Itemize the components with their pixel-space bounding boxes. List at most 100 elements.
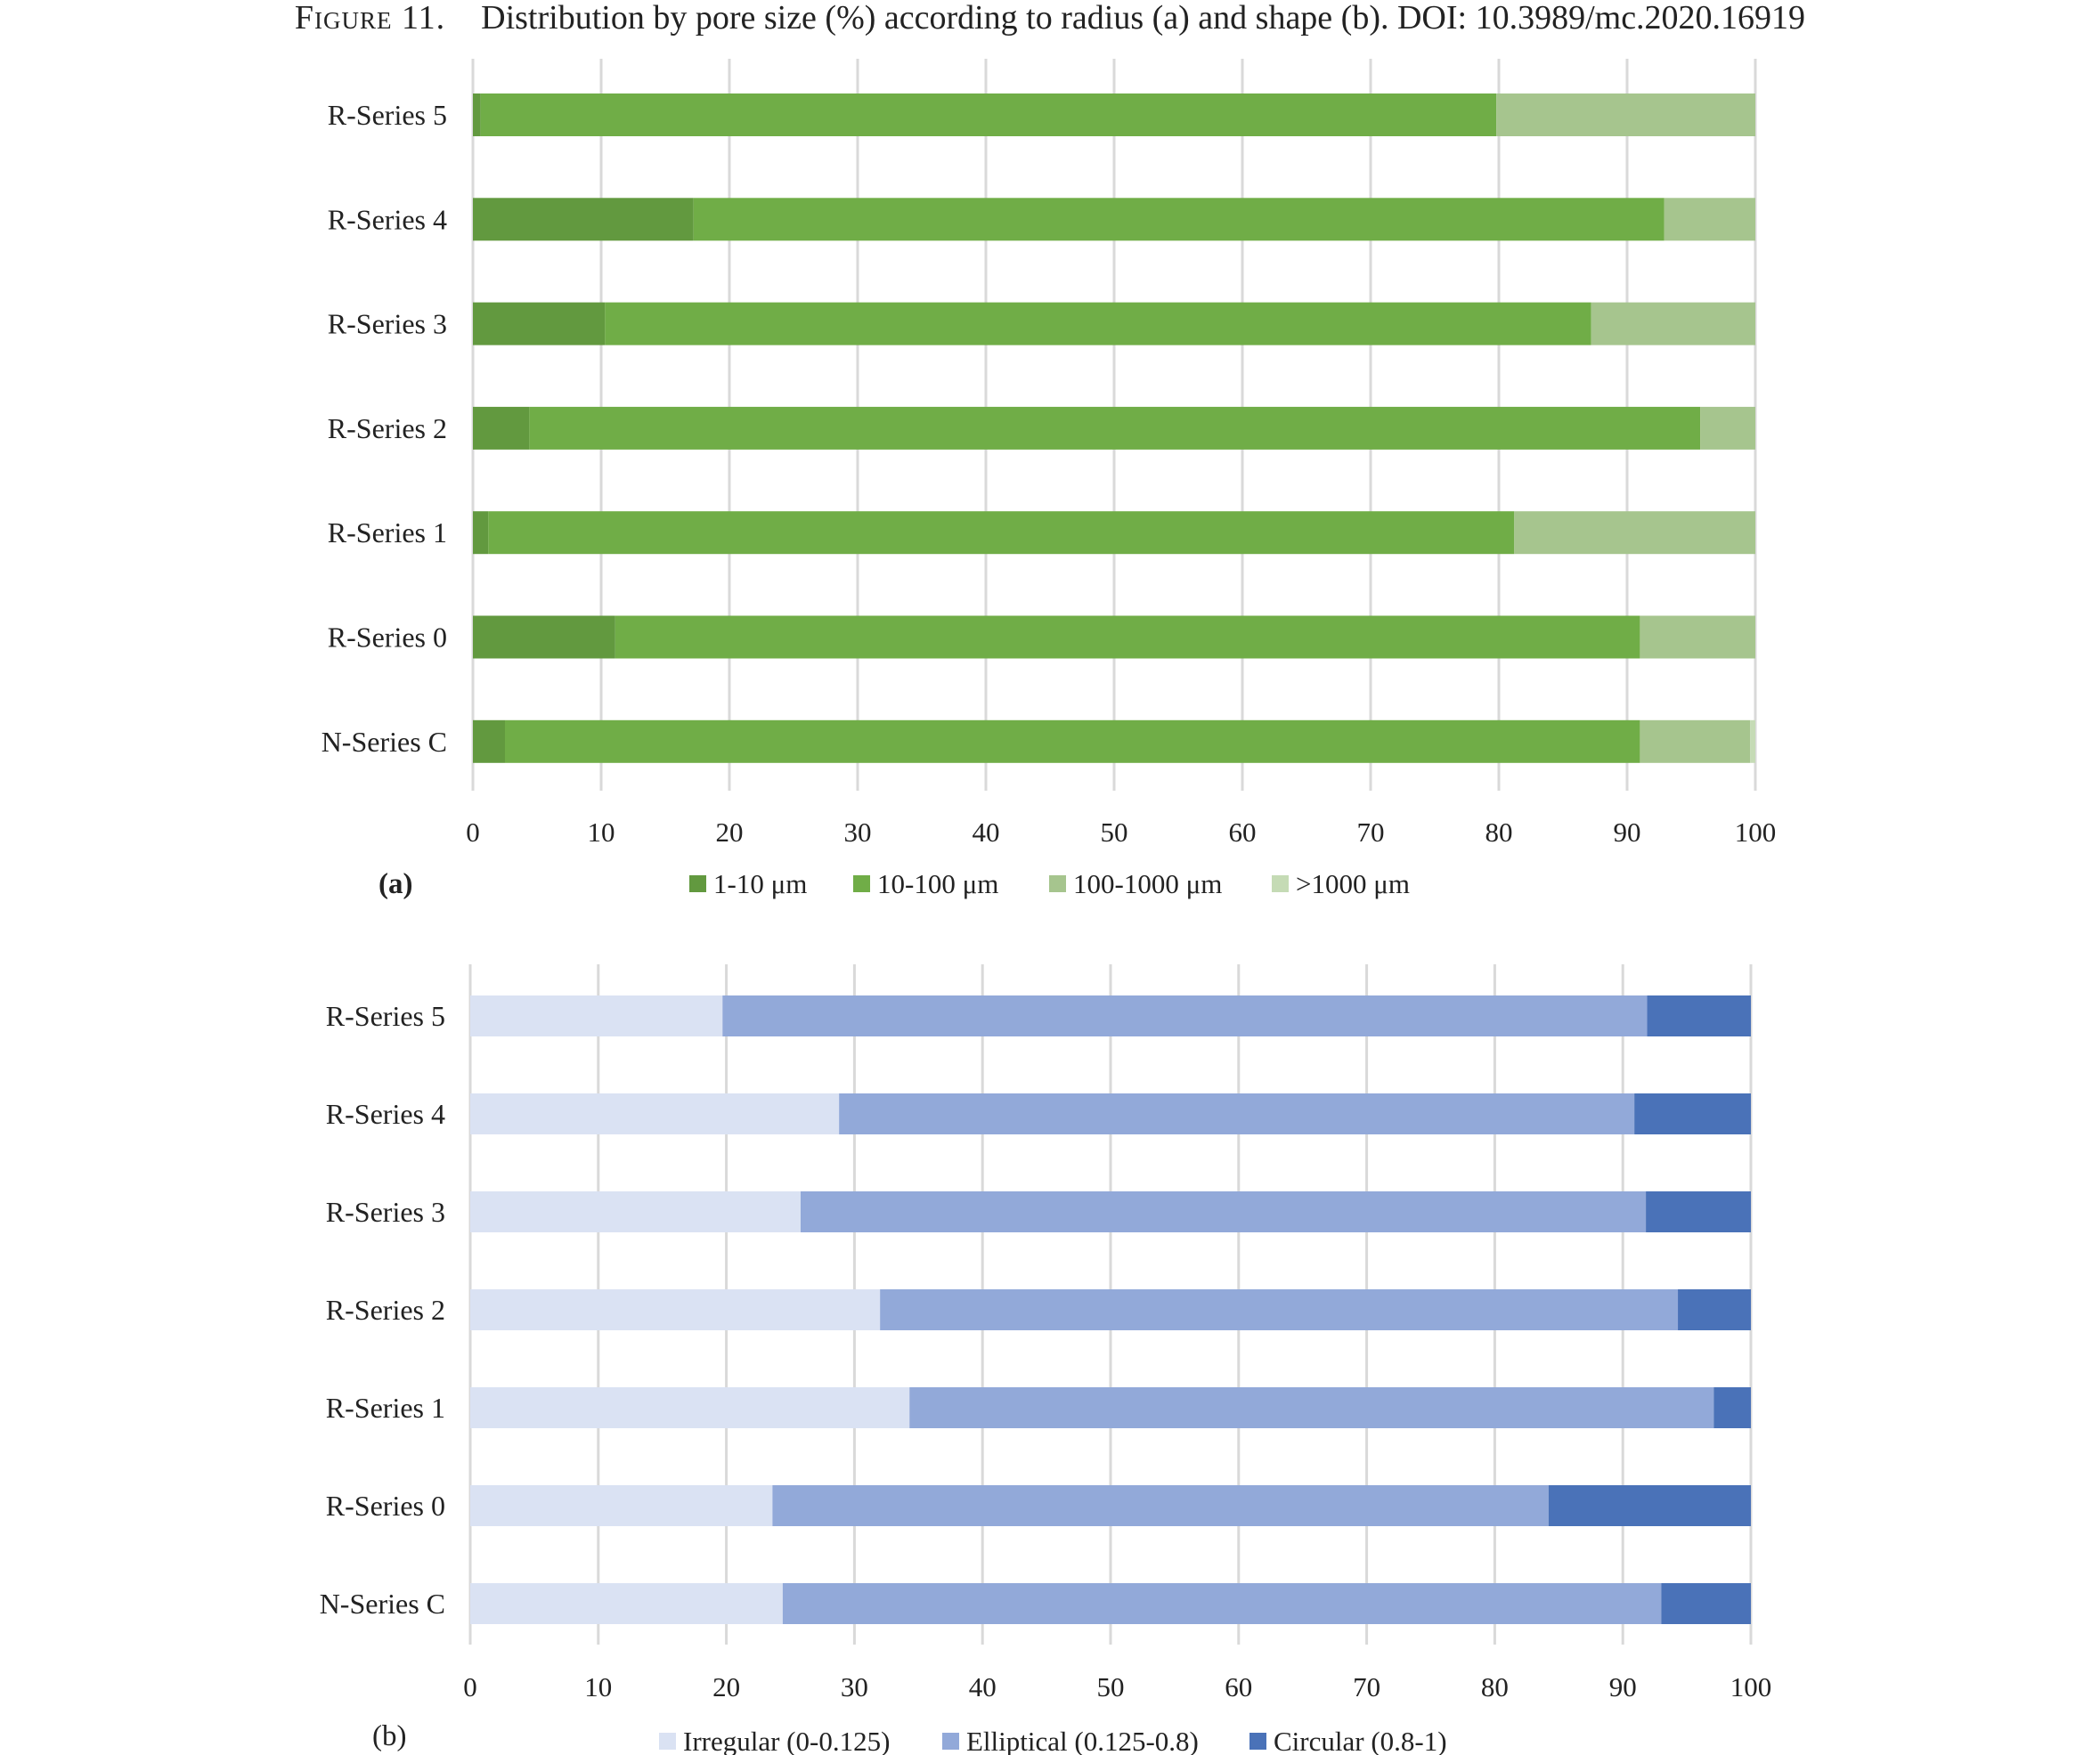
- x-tick-label: 0: [463, 1671, 477, 1702]
- bar-segment-circular-0-8-1: [1647, 995, 1751, 1036]
- bar-segment-circular-0-8-1: [1661, 1583, 1751, 1624]
- legend-item-1-10-m: 1-10 μm: [689, 868, 807, 899]
- bar-segment-1000-m: [1750, 719, 1755, 763]
- legend-label: 10-100 μm: [877, 868, 998, 899]
- bar-segment-100-1000-m: [1496, 93, 1755, 136]
- legend-label: Irregular (0-0.125): [683, 1726, 890, 1755]
- bar-row-r-series-0: [473, 615, 1755, 659]
- panel-label: (a): [378, 868, 412, 900]
- bar-segment-100-1000-m: [1640, 719, 1751, 763]
- category-label: R-Series 0: [328, 622, 447, 654]
- bar-segment-irregular-0-0-125: [470, 995, 723, 1036]
- category-label: R-Series 5: [328, 99, 447, 131]
- bar-segment-100-1000-m: [1700, 406, 1755, 450]
- legend-swatch: [1049, 875, 1066, 892]
- figure-caption-text: Distribution by pore size (%) according …: [481, 0, 1806, 37]
- legend-item-irregular-0-0-125: Irregular (0-0.125): [659, 1726, 890, 1755]
- bar-segment-1-10-m: [473, 198, 694, 241]
- bar-row-r-series-4: [473, 198, 1755, 241]
- category-label: R-Series 2: [328, 412, 447, 444]
- legend-label: Circular (0.8-1): [1274, 1726, 1447, 1755]
- bar-segment-elliptical-0-125-0-8: [909, 1387, 1714, 1428]
- legend-item-elliptical-0-125-0-8: Elliptical (0.125-0.8): [942, 1726, 1199, 1755]
- category-label: R-Series 4: [328, 203, 447, 235]
- x-tick-label: 40: [969, 1671, 997, 1702]
- bar-segment-irregular-0-0-125: [470, 1387, 910, 1428]
- bar-segment-elliptical-0-125-0-8: [839, 1093, 1635, 1134]
- bar-segment-10-100-m: [693, 198, 1665, 241]
- legend-swatch: [1249, 1733, 1266, 1750]
- x-tick-label: 100: [1735, 817, 1777, 848]
- figure-number: Figure 11.: [294, 0, 446, 37]
- bar-segment-10-100-m: [480, 93, 1497, 136]
- legend-item-10-100-m: 10-100 μm: [853, 868, 998, 899]
- bar-row-r-series-5: [470, 995, 1751, 1036]
- legend-item-circular-0-8-1: Circular (0.8-1): [1249, 1726, 1447, 1755]
- category-label: R-Series 0: [326, 1490, 445, 1522]
- legend-swatch: [1272, 875, 1289, 892]
- category-label: R-Series 3: [326, 1196, 445, 1228]
- bar-segment-irregular-0-0-125: [470, 1093, 840, 1134]
- x-tick-label: 20: [712, 1671, 740, 1702]
- bar-segment-10-100-m: [488, 511, 1515, 555]
- legend-label: 1-10 μm: [713, 868, 807, 899]
- bar-row-r-series-3: [470, 1191, 1751, 1232]
- legend-swatch: [853, 875, 870, 892]
- bar-segment-1-10-m: [473, 93, 481, 136]
- bar-segment-elliptical-0-125-0-8: [772, 1485, 1549, 1526]
- bar-segment-100-1000-m: [1664, 198, 1755, 241]
- x-tick-label: 60: [1229, 817, 1257, 848]
- category-label: R-Series 1: [326, 1392, 445, 1424]
- bar-segment-circular-0-8-1: [1646, 1191, 1751, 1232]
- bar-row-r-series-2: [473, 406, 1755, 450]
- bar-segment-100-1000-m: [1514, 511, 1755, 555]
- category-label: R-Series 4: [326, 1098, 445, 1130]
- bar-segment-100-1000-m: [1640, 615, 1755, 659]
- figure-caption: Figure 11. Distribution by pore size (%) …: [0, 0, 2100, 36]
- legend: Irregular (0-0.125) Elliptical (0.125-0.8…: [659, 1726, 1447, 1755]
- bar-segment-10-100-m: [615, 615, 1640, 659]
- bar-segment-circular-0-8-1: [1634, 1093, 1751, 1134]
- bar-segment-irregular-0-0-125: [470, 1289, 881, 1330]
- bar-segment-elliptical-0-125-0-8: [782, 1583, 1662, 1624]
- bar-segment-1-10-m: [473, 302, 606, 345]
- legend-swatch: [689, 875, 706, 892]
- bar-row-n-series-c: [470, 1583, 1751, 1624]
- x-tick-label: 30: [841, 1671, 868, 1702]
- x-tick-label: 50: [1097, 1671, 1125, 1702]
- category-label: R-Series 5: [326, 1000, 445, 1032]
- bar-segment-circular-0-8-1: [1713, 1387, 1751, 1428]
- x-tick-label: 10: [584, 1671, 612, 1702]
- bar-segment-circular-0-8-1: [1548, 1485, 1751, 1526]
- legend-label: >1000 μm: [1296, 868, 1410, 899]
- bar-segment-1-10-m: [473, 719, 505, 763]
- legend-swatch: [942, 1733, 959, 1750]
- category-label: R-Series 2: [326, 1294, 445, 1326]
- category-label: R-Series 1: [328, 516, 447, 548]
- panel-a: R-Series 5 R-Series 4 R-Series 3 R-Series 2…: [322, 59, 1777, 900]
- bar-row-r-series-1: [470, 1387, 1751, 1428]
- bar-segment-elliptical-0-125-0-8: [801, 1191, 1647, 1232]
- bar-segment-1-10-m: [473, 615, 615, 659]
- bar-row-r-series-4: [470, 1093, 1751, 1134]
- x-tick-label: 30: [844, 817, 872, 848]
- x-tick-label: 40: [973, 817, 1000, 848]
- x-tick-label: 90: [1609, 1671, 1637, 1702]
- panel-b: R-Series 5 R-Series 4 R-Series 3 R-Series 2…: [320, 964, 1771, 1755]
- category-label: R-Series 3: [328, 308, 447, 340]
- bar-row-r-series-2: [470, 1289, 1751, 1330]
- bar-segment-10-100-m: [505, 719, 1640, 763]
- bar-segment-1-10-m: [473, 511, 489, 555]
- x-tick-label: 10: [588, 817, 615, 848]
- bar-segment-irregular-0-0-125: [470, 1583, 783, 1624]
- bar-segment-circular-0-8-1: [1678, 1289, 1751, 1330]
- bar-row-n-series-c: [473, 719, 1755, 763]
- x-tick-label: 20: [716, 817, 744, 848]
- x-tick-label: 80: [1485, 817, 1513, 848]
- x-tick-label: 80: [1481, 1671, 1509, 1702]
- x-tick-label: 90: [1614, 817, 1641, 848]
- bar-segment-irregular-0-0-125: [470, 1485, 773, 1526]
- x-tick-label: 70: [1353, 1671, 1380, 1702]
- bar-row-r-series-0: [470, 1485, 1751, 1526]
